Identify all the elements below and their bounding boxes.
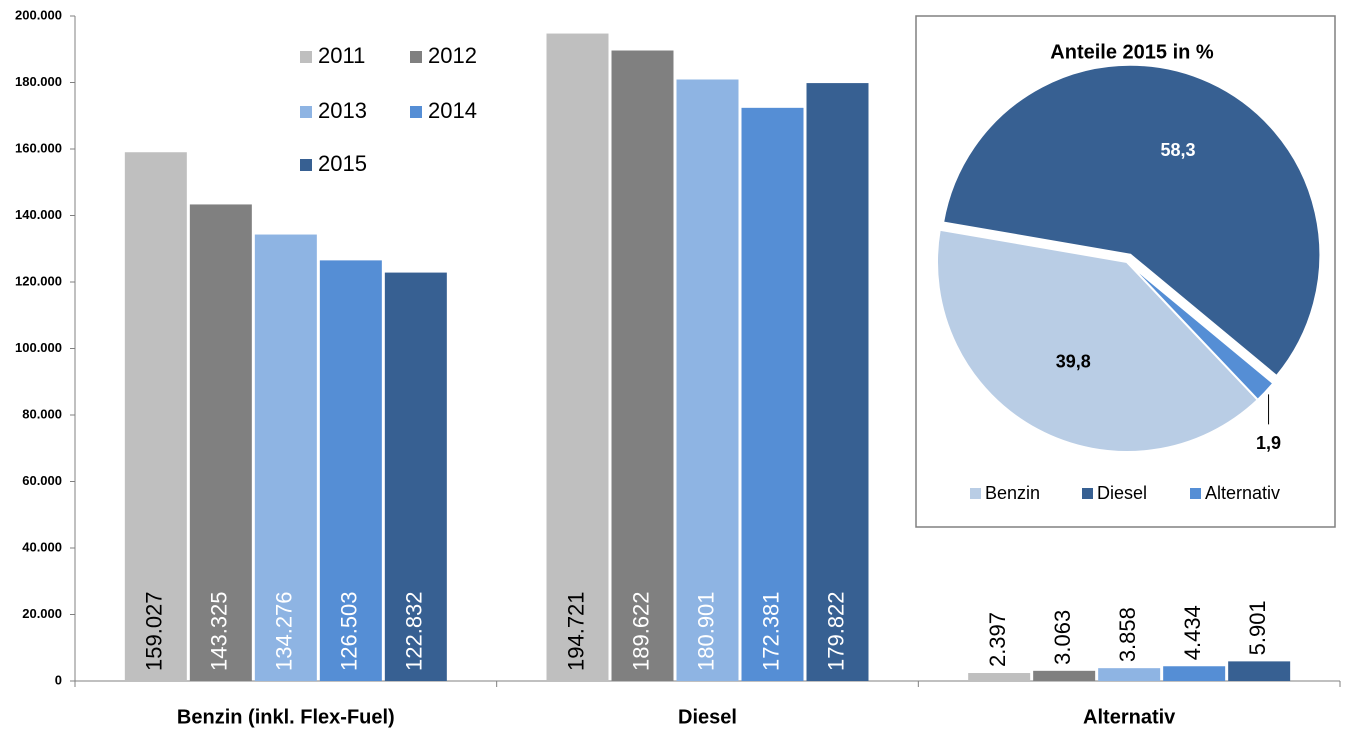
y-tick-label: 180.000 xyxy=(15,74,62,89)
bar xyxy=(1098,668,1161,681)
x-tick-label: Diesel xyxy=(678,706,737,728)
bar-value-label: 143.325 xyxy=(207,591,232,671)
bar xyxy=(124,152,187,681)
legend-swatch xyxy=(1190,488,1201,499)
bar xyxy=(319,260,382,681)
legend-swatch xyxy=(970,488,981,499)
bar-value-label: 134.276 xyxy=(272,591,297,671)
y-tick-label: 120.000 xyxy=(15,273,62,288)
bar xyxy=(1228,661,1291,681)
legend-swatch xyxy=(1082,488,1093,499)
bar xyxy=(611,50,674,682)
pie-value-label: 39,8 xyxy=(1056,351,1091,371)
legend-label: 2011 xyxy=(318,43,365,68)
bar-value-label: 180.901 xyxy=(693,591,718,671)
pie-slice xyxy=(936,228,1260,453)
y-tick-label: 60.000 xyxy=(22,473,62,488)
y-tick-label: 20.000 xyxy=(22,606,62,621)
bar xyxy=(189,204,252,681)
legend-swatch xyxy=(300,106,312,118)
bar xyxy=(254,234,317,682)
bar xyxy=(384,272,447,681)
legend-swatch xyxy=(410,106,422,118)
x-tick-label: Benzin (inkl. Flex-Fuel) xyxy=(177,706,395,728)
bar-value-label: 3.063 xyxy=(1050,610,1075,665)
y-tick-label: 200.000 xyxy=(15,7,62,22)
bar-value-label: 172.381 xyxy=(758,591,783,671)
legend-swatch xyxy=(410,51,422,63)
bar xyxy=(1163,666,1226,681)
bar xyxy=(806,83,869,681)
legend-swatch xyxy=(300,159,312,171)
legend-label: 2013 xyxy=(318,98,367,123)
bar-value-label: 4.434 xyxy=(1180,605,1205,660)
pie-title: Anteile 2015 in % xyxy=(1050,41,1214,63)
bar xyxy=(741,107,804,681)
y-tick-label: 40.000 xyxy=(22,539,62,554)
bar-value-label: 2.397 xyxy=(985,612,1010,667)
pie-slice xyxy=(941,63,1322,378)
legend-label: 2015 xyxy=(318,151,367,176)
pie-slice xyxy=(1126,261,1275,402)
bar-value-label: 5.901 xyxy=(1245,600,1270,655)
pie-value-label: 58,3 xyxy=(1160,140,1195,160)
bar xyxy=(546,33,609,681)
bar-value-label: 159.027 xyxy=(142,591,167,671)
pie-value-label: 1,9 xyxy=(1256,433,1281,453)
bar xyxy=(1033,670,1096,681)
y-tick-label: 160.000 xyxy=(15,140,62,155)
bar xyxy=(968,673,1031,681)
y-tick-label: 140.000 xyxy=(15,207,62,222)
y-tick-label: 80.000 xyxy=(22,406,62,421)
bar-value-label: 122.832 xyxy=(402,591,427,671)
y-tick-label: 100.000 xyxy=(15,340,62,355)
x-tick-label: Alternativ xyxy=(1083,706,1176,728)
bar-value-label: 194.721 xyxy=(563,591,588,671)
bar-value-label: 3.858 xyxy=(1115,607,1140,662)
legend-swatch xyxy=(300,51,312,63)
legend-label: 2012 xyxy=(428,43,477,68)
legend-label: 2014 xyxy=(428,98,477,123)
legend-label: Benzin xyxy=(985,483,1040,503)
y-tick-label: 0 xyxy=(55,672,62,687)
bar-value-label: 126.503 xyxy=(337,591,362,671)
bar-value-label: 189.622 xyxy=(628,591,653,671)
legend-label: Alternativ xyxy=(1205,483,1280,503)
bar-value-label: 179.822 xyxy=(823,591,848,671)
bar xyxy=(676,79,739,682)
legend-label: Diesel xyxy=(1097,483,1147,503)
